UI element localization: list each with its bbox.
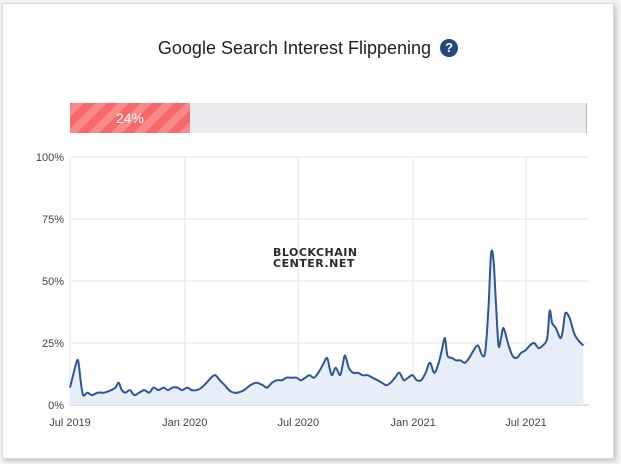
interest-area (70, 250, 584, 405)
x-tick-label: Jan 2020 (162, 417, 207, 429)
x-tick-label: Jul 2019 (49, 417, 91, 429)
y-axis-ticks: 0% 25% 50% 75% 100% (36, 152, 64, 412)
chart-title: Google Search Interest Flippening (157, 38, 432, 58)
progress-label: 24% (115, 110, 145, 126)
chart-title-row: Google Search Interest Flippening ? (3, 38, 613, 59)
y-tick-label: 25% (42, 338, 64, 350)
flippening-progress-bar: 24% (70, 103, 587, 133)
watermark-line-1: BLOCKCHAIN (273, 246, 358, 259)
question-circle-icon[interactable]: ? (440, 39, 459, 57)
x-tick-label: Jul 2021 (505, 417, 547, 429)
x-tick-label: Jan 2021 (390, 417, 435, 429)
watermark-line-2: CENTER.NET (273, 257, 355, 270)
y-tick-label: 50% (42, 276, 64, 288)
x-axis-ticks: Jul 2019 Jan 2020 Jul 2020 Jan 2021 Jul 2021 (49, 417, 547, 429)
y-tick-label: 0% (48, 400, 64, 412)
y-tick-label: 75% (42, 214, 64, 226)
blockchaincenter-watermark: BLOCKCHAIN CENTER.NET (273, 246, 358, 270)
progress-fill (70, 103, 190, 133)
y-tick-label: 100% (36, 152, 64, 164)
interest-line (69, 249, 585, 397)
x-tick-label: Jul 2020 (278, 417, 320, 429)
